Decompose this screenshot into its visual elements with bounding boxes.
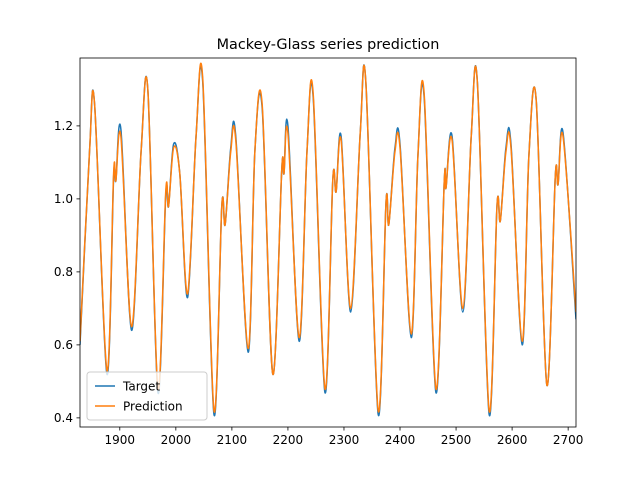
x-tick-label: 2500 bbox=[441, 433, 472, 447]
line-series bbox=[80, 62, 576, 413]
chart-title: Mackey-Glass series prediction bbox=[217, 37, 440, 53]
y-tick-label: 1.0 bbox=[54, 192, 73, 206]
x-tick-label: 2400 bbox=[385, 433, 416, 447]
y-tick-label: 0.8 bbox=[54, 265, 73, 279]
x-tick-label: 2200 bbox=[273, 433, 304, 447]
legend-label: Target bbox=[122, 380, 160, 394]
legend-box bbox=[86, 371, 208, 421]
x-tick-label: 2000 bbox=[161, 433, 192, 447]
x-tick-label: 2600 bbox=[497, 433, 528, 447]
x-tick-label: 2100 bbox=[217, 433, 248, 447]
x-tick-label: 1900 bbox=[105, 433, 136, 447]
y-tick-label: 0.6 bbox=[54, 338, 73, 352]
x-tick-label: 2300 bbox=[329, 433, 360, 447]
plot-area bbox=[80, 62, 576, 417]
legend-label: Prediction bbox=[123, 400, 183, 414]
y-tick-label: 1.2 bbox=[54, 119, 73, 133]
y-tick-label: 0.4 bbox=[54, 411, 73, 425]
axes-frame bbox=[79, 57, 577, 428]
x-tick-label: 2700 bbox=[553, 433, 584, 447]
